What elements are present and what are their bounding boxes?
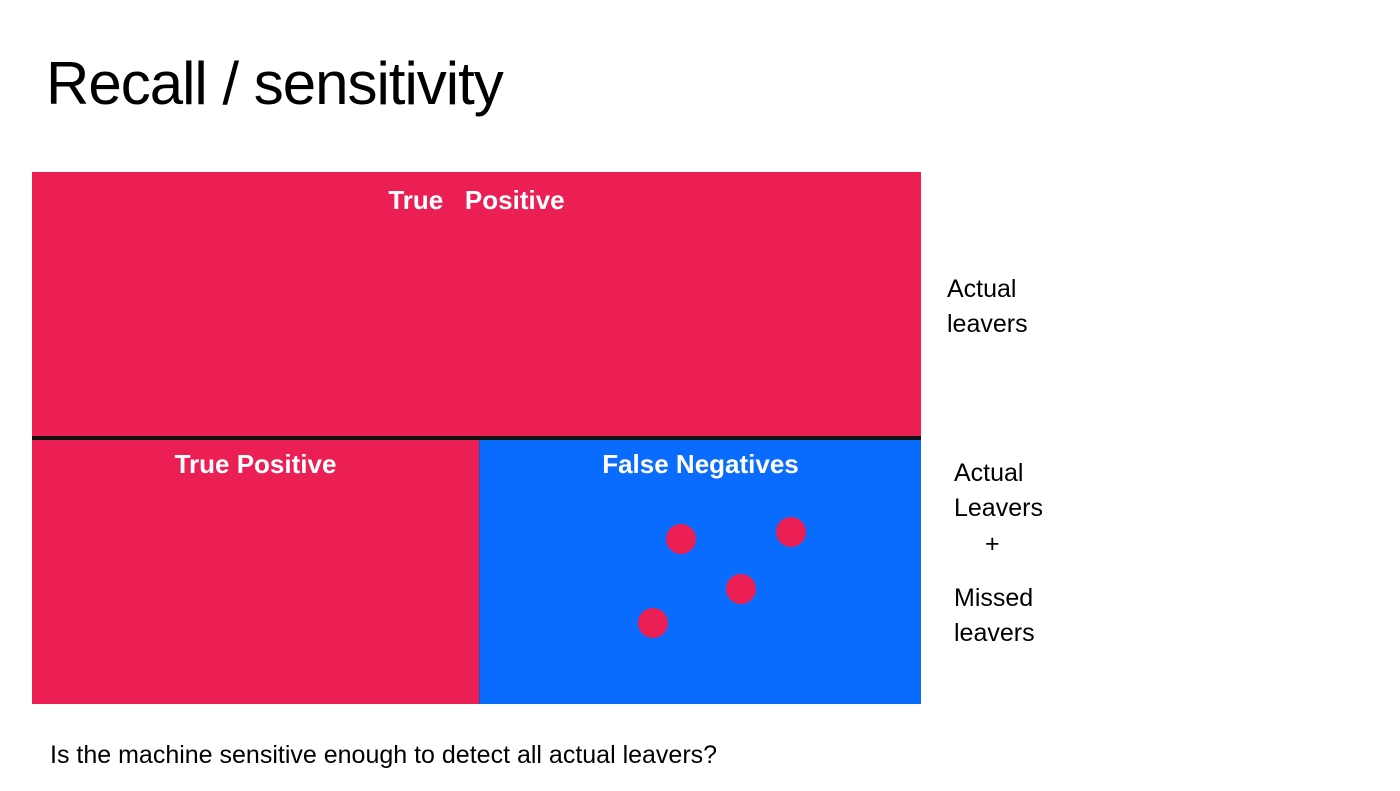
actual-leavers-line-2: leavers xyxy=(947,310,1028,338)
actual-leavers-sum-line-1: Actual xyxy=(954,459,1024,487)
false-negatives-label: False Negatives xyxy=(602,449,799,479)
caption-question: Is the machine sensitive enough to detec… xyxy=(50,741,718,769)
true-positive-label-top: True Positive xyxy=(388,185,565,215)
true-positive-box-top: True Positive xyxy=(32,172,921,438)
plus-sign: + xyxy=(985,530,1000,558)
false-negatives-box: False Negatives xyxy=(479,438,921,704)
missed-leavers-line-2: leavers xyxy=(954,619,1035,647)
slide-title: Recall / sensitivity xyxy=(46,50,504,117)
true-positive-box-bottom: True Positive xyxy=(32,438,479,704)
missed-leavers-line-1: Missed xyxy=(954,584,1034,612)
actual-leavers-label: Actual leavers xyxy=(947,272,1028,342)
actual-leavers-line-1: Actual xyxy=(947,275,1017,303)
missed-leaver-dot xyxy=(726,574,756,604)
missed-leaver-dot xyxy=(638,608,668,638)
actual-leavers-sum-label: Actual Leavers xyxy=(954,456,1043,526)
missed-leavers-label: Missed leavers xyxy=(954,581,1035,651)
missed-leaver-dot xyxy=(776,517,806,547)
actual-leavers-sum-line-2: Leavers xyxy=(954,494,1043,522)
divider-line xyxy=(32,436,921,440)
missed-leaver-dot xyxy=(666,524,696,554)
true-positive-label-bottom: True Positive xyxy=(174,449,337,479)
